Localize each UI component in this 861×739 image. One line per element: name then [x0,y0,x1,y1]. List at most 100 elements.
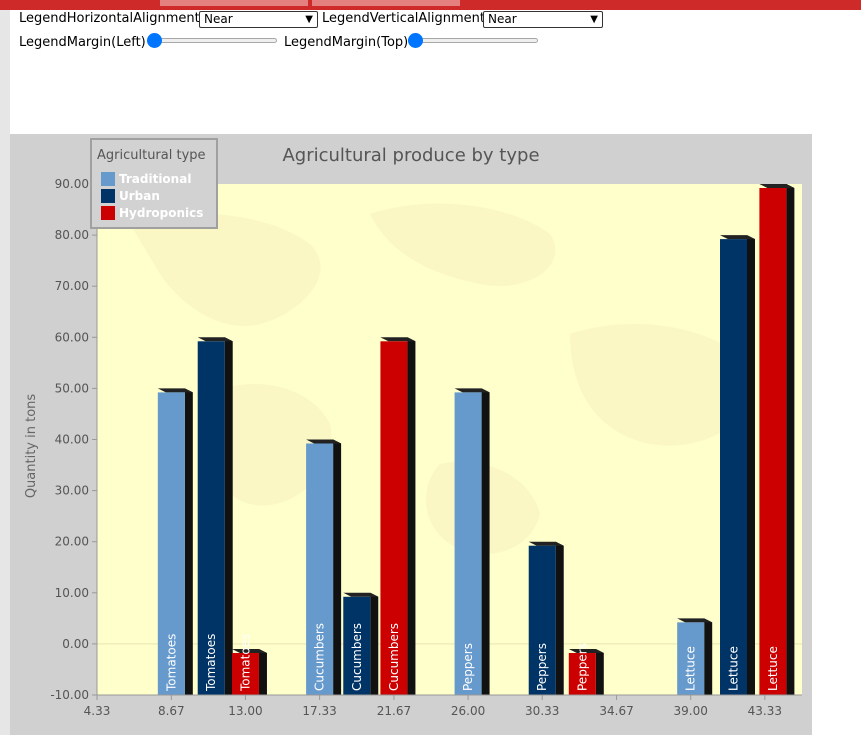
y-tick-label: 80.00 [55,228,89,242]
bar-top [677,618,713,623]
bar-group: Tomatoes [197,337,233,695]
left-rail [0,10,10,735]
bar-side [184,388,193,695]
y-tick-label: 90.00 [55,177,89,191]
y-tick-label: 50.00 [55,381,89,395]
bar[interactable] [528,545,556,695]
plot-background-pattern [130,203,754,554]
legend-h-align-select[interactable]: Near ▼ [199,11,318,28]
bar-data-label: Peppers [535,643,549,691]
bar-top [759,184,795,188]
bar-side [786,184,795,695]
slider-thumb[interactable] [147,33,162,48]
bar-data-label: Cucumbers [387,623,401,691]
y-tick-label: 70.00 [55,279,89,293]
bar-top [528,541,564,546]
bar-group: Cucumbers [306,439,342,696]
legend-item-label: Traditional [119,172,191,186]
bar-side [224,337,233,695]
legend-h-align-label: LegendHorizontalAlignment [19,11,200,26]
bar-side [258,649,267,695]
chart-svg: Tomatoes Cucumbers Peppers Lettuce Tomatoes C… [24,138,802,718]
bar-side [595,649,604,695]
top-tab[interactable] [160,0,308,6]
top-tab[interactable] [312,0,460,6]
bar[interactable] [454,392,482,695]
bar-side [481,388,490,695]
legend-margin-top-slider[interactable] [408,33,538,49]
bar-top [720,235,756,240]
legend-item-label: Urban [119,189,160,203]
y-tick-label: 30.00 [55,484,89,498]
bar-top [380,337,416,342]
y-axis-title: Quantity in tons [24,394,39,499]
bar[interactable] [231,653,259,695]
x-tick-label: 13.00 [228,704,262,718]
legend-swatch [101,172,115,186]
x-tick-label: 39.00 [674,704,708,718]
bar-side [407,337,416,695]
bar-top [568,649,604,654]
bar[interactable] [720,239,748,695]
bar-side [555,541,564,695]
bar-data-label: Cucumbers [313,623,327,691]
y-tick-label: 10.00 [55,586,89,600]
bar[interactable] [380,341,408,695]
bar-group: Lettuce [759,184,795,695]
bar-top [231,649,267,654]
bar-data-label: Lettuce [684,646,698,691]
legend-swatch [101,189,115,203]
y-tick-label: 0.00 [62,637,89,651]
bar-data-label: Lettuce [727,646,741,691]
bar-data-label: Peppers [575,643,589,691]
legend-v-align-label: LegendVerticalAlignment [322,11,486,26]
bar-group: Cucumbers [343,592,379,695]
bar-side [704,618,713,695]
bar-data-label: Lettuce [766,646,780,691]
bar-side [333,439,342,695]
legend-v-align-value: Near [488,12,517,26]
x-tick-label: 8.67 [158,704,185,718]
y-tick-label: 20.00 [55,535,89,549]
x-axis: 4.33 8.67 13.00 17.33 21.67 26.00 30.33 34.67 39… [84,694,802,718]
bar[interactable] [677,622,705,695]
bar-group: Lettuce [677,618,713,695]
bar-side [747,235,756,695]
chart-title: Agricultural produce by type [282,145,539,166]
bar-group: Peppers [454,388,490,695]
bar-side [370,592,379,695]
bar-group: Peppers [528,541,564,695]
x-tick-label: 43.33 [748,704,782,718]
x-tick-label: 26.00 [451,704,485,718]
bar-top [306,439,342,444]
legend-item-label: Hydroponics [119,206,203,220]
bar-data-label: Cucumbers [350,623,364,691]
bar[interactable] [306,443,334,696]
bar-group: Peppers [568,643,604,695]
bar[interactable] [759,188,787,695]
bar[interactable] [343,596,371,695]
bar-layer: Tomatoes Cucumbers Peppers Lettuce Tomatoes C… [157,184,795,696]
slider-track [147,38,277,43]
bar-group: Lettuce [720,235,756,695]
bar[interactable] [157,392,185,695]
x-tick-label: 17.33 [302,704,336,718]
bar[interactable] [568,653,596,695]
legend-title: Agricultural type [97,148,206,163]
slider-track [408,38,538,43]
chevron-down-icon: ▼ [305,14,313,25]
legend-margin-left-slider[interactable] [147,33,277,49]
bar-top [343,592,379,597]
y-tick-label: -10.00 [50,688,89,702]
bar-group: Tomatoes [231,634,267,695]
slider-thumb[interactable] [408,33,423,48]
chart-container: Tomatoes Cucumbers Peppers Lettuce Tomatoes C… [10,134,812,735]
bar-data-label: Tomatoes [204,634,218,692]
legend-margin-top-label: LegendMargin(Top) [284,35,409,50]
x-tick-label: 30.33 [525,704,559,718]
y-tick-label: 40.00 [55,433,89,447]
bar-top [197,337,233,342]
bar[interactable] [197,341,225,695]
legend-v-align-select[interactable]: Near ▼ [483,11,603,28]
bar-top [454,388,490,393]
